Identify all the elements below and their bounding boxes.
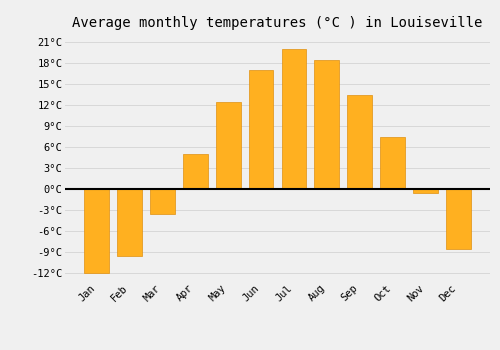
Bar (117, 189, 142, 256)
Bar (282, 49, 306, 189)
Bar (183, 154, 208, 189)
Bar (314, 60, 339, 189)
Bar (84, 189, 109, 273)
Bar (446, 189, 470, 248)
Bar (150, 189, 174, 213)
Bar (413, 189, 438, 192)
Title: Average monthly temperatures (°C ) in Louiseville: Average monthly temperatures (°C ) in Lo… (72, 16, 482, 30)
Bar (216, 102, 240, 189)
Bar (380, 136, 405, 189)
Bar (248, 70, 274, 189)
Bar (348, 94, 372, 189)
